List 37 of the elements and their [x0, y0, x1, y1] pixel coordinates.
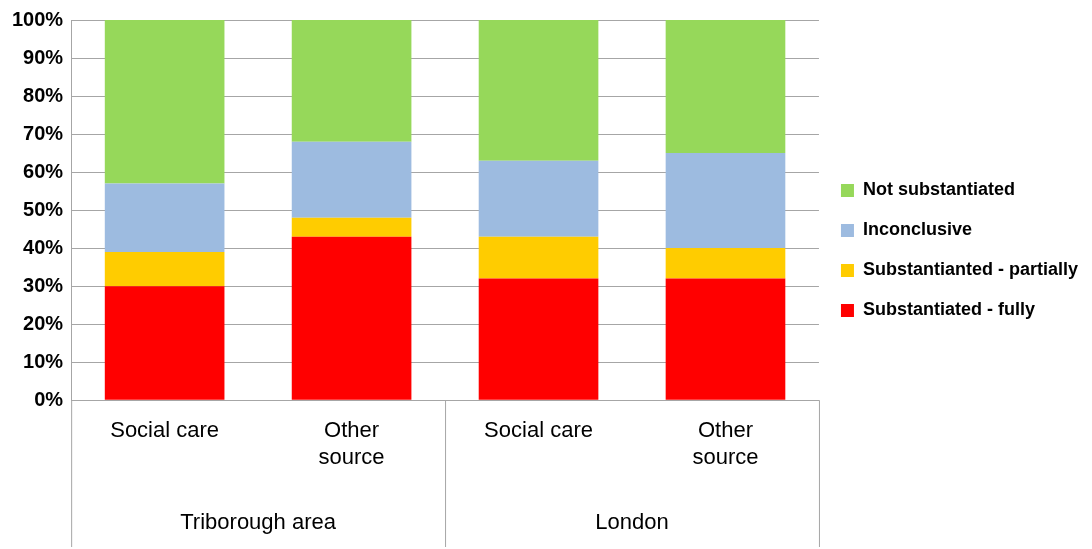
- bar: [665, 20, 786, 154]
- x-tick-label: Social care: [110, 417, 220, 443]
- text: Triborough area: [180, 509, 337, 535]
- y-tick-label: 0%: [34, 387, 64, 410]
- legend-label: Substantianted - partially: [862, 259, 1079, 280]
- y-tick-label: 60%: [23, 159, 64, 182]
- bar: [291, 141, 412, 218]
- x-tick-label: Other source: [692, 417, 759, 469]
- bar: [665, 278, 786, 400]
- y-tick-label: 100%: [12, 7, 64, 30]
- legend-label: Inconclusive: [862, 219, 973, 240]
- y-tick-label: 50%: [23, 197, 64, 220]
- legend-label: Substantiated - fully: [862, 299, 1035, 320]
- bar: [291, 217, 412, 237]
- y-tick-label: 80%: [23, 83, 64, 106]
- bar: [478, 236, 599, 279]
- y-tick-label: 10%: [23, 349, 64, 372]
- legend-label: Not substantiated: [862, 179, 1015, 200]
- bar: [665, 248, 786, 279]
- bar: [104, 183, 225, 252]
- text: London: [595, 509, 669, 535]
- bar: [665, 153, 786, 249]
- bar: [478, 278, 599, 400]
- bar: [104, 286, 225, 400]
- bar: [291, 20, 412, 142]
- y-tick-label: 90%: [23, 45, 64, 68]
- bar: [291, 236, 412, 400]
- bar: [478, 20, 599, 161]
- bar: [478, 160, 599, 237]
- y-tick-label: 40%: [23, 235, 64, 258]
- x-tick-label: Other source: [318, 417, 385, 469]
- bar: [104, 251, 225, 287]
- y-tick-label: 70%: [23, 121, 64, 144]
- bar: [104, 20, 225, 184]
- x-tick-label: Social care: [484, 417, 593, 443]
- y-tick-label: 20%: [23, 311, 64, 334]
- y-tick-label: 30%: [23, 273, 64, 296]
